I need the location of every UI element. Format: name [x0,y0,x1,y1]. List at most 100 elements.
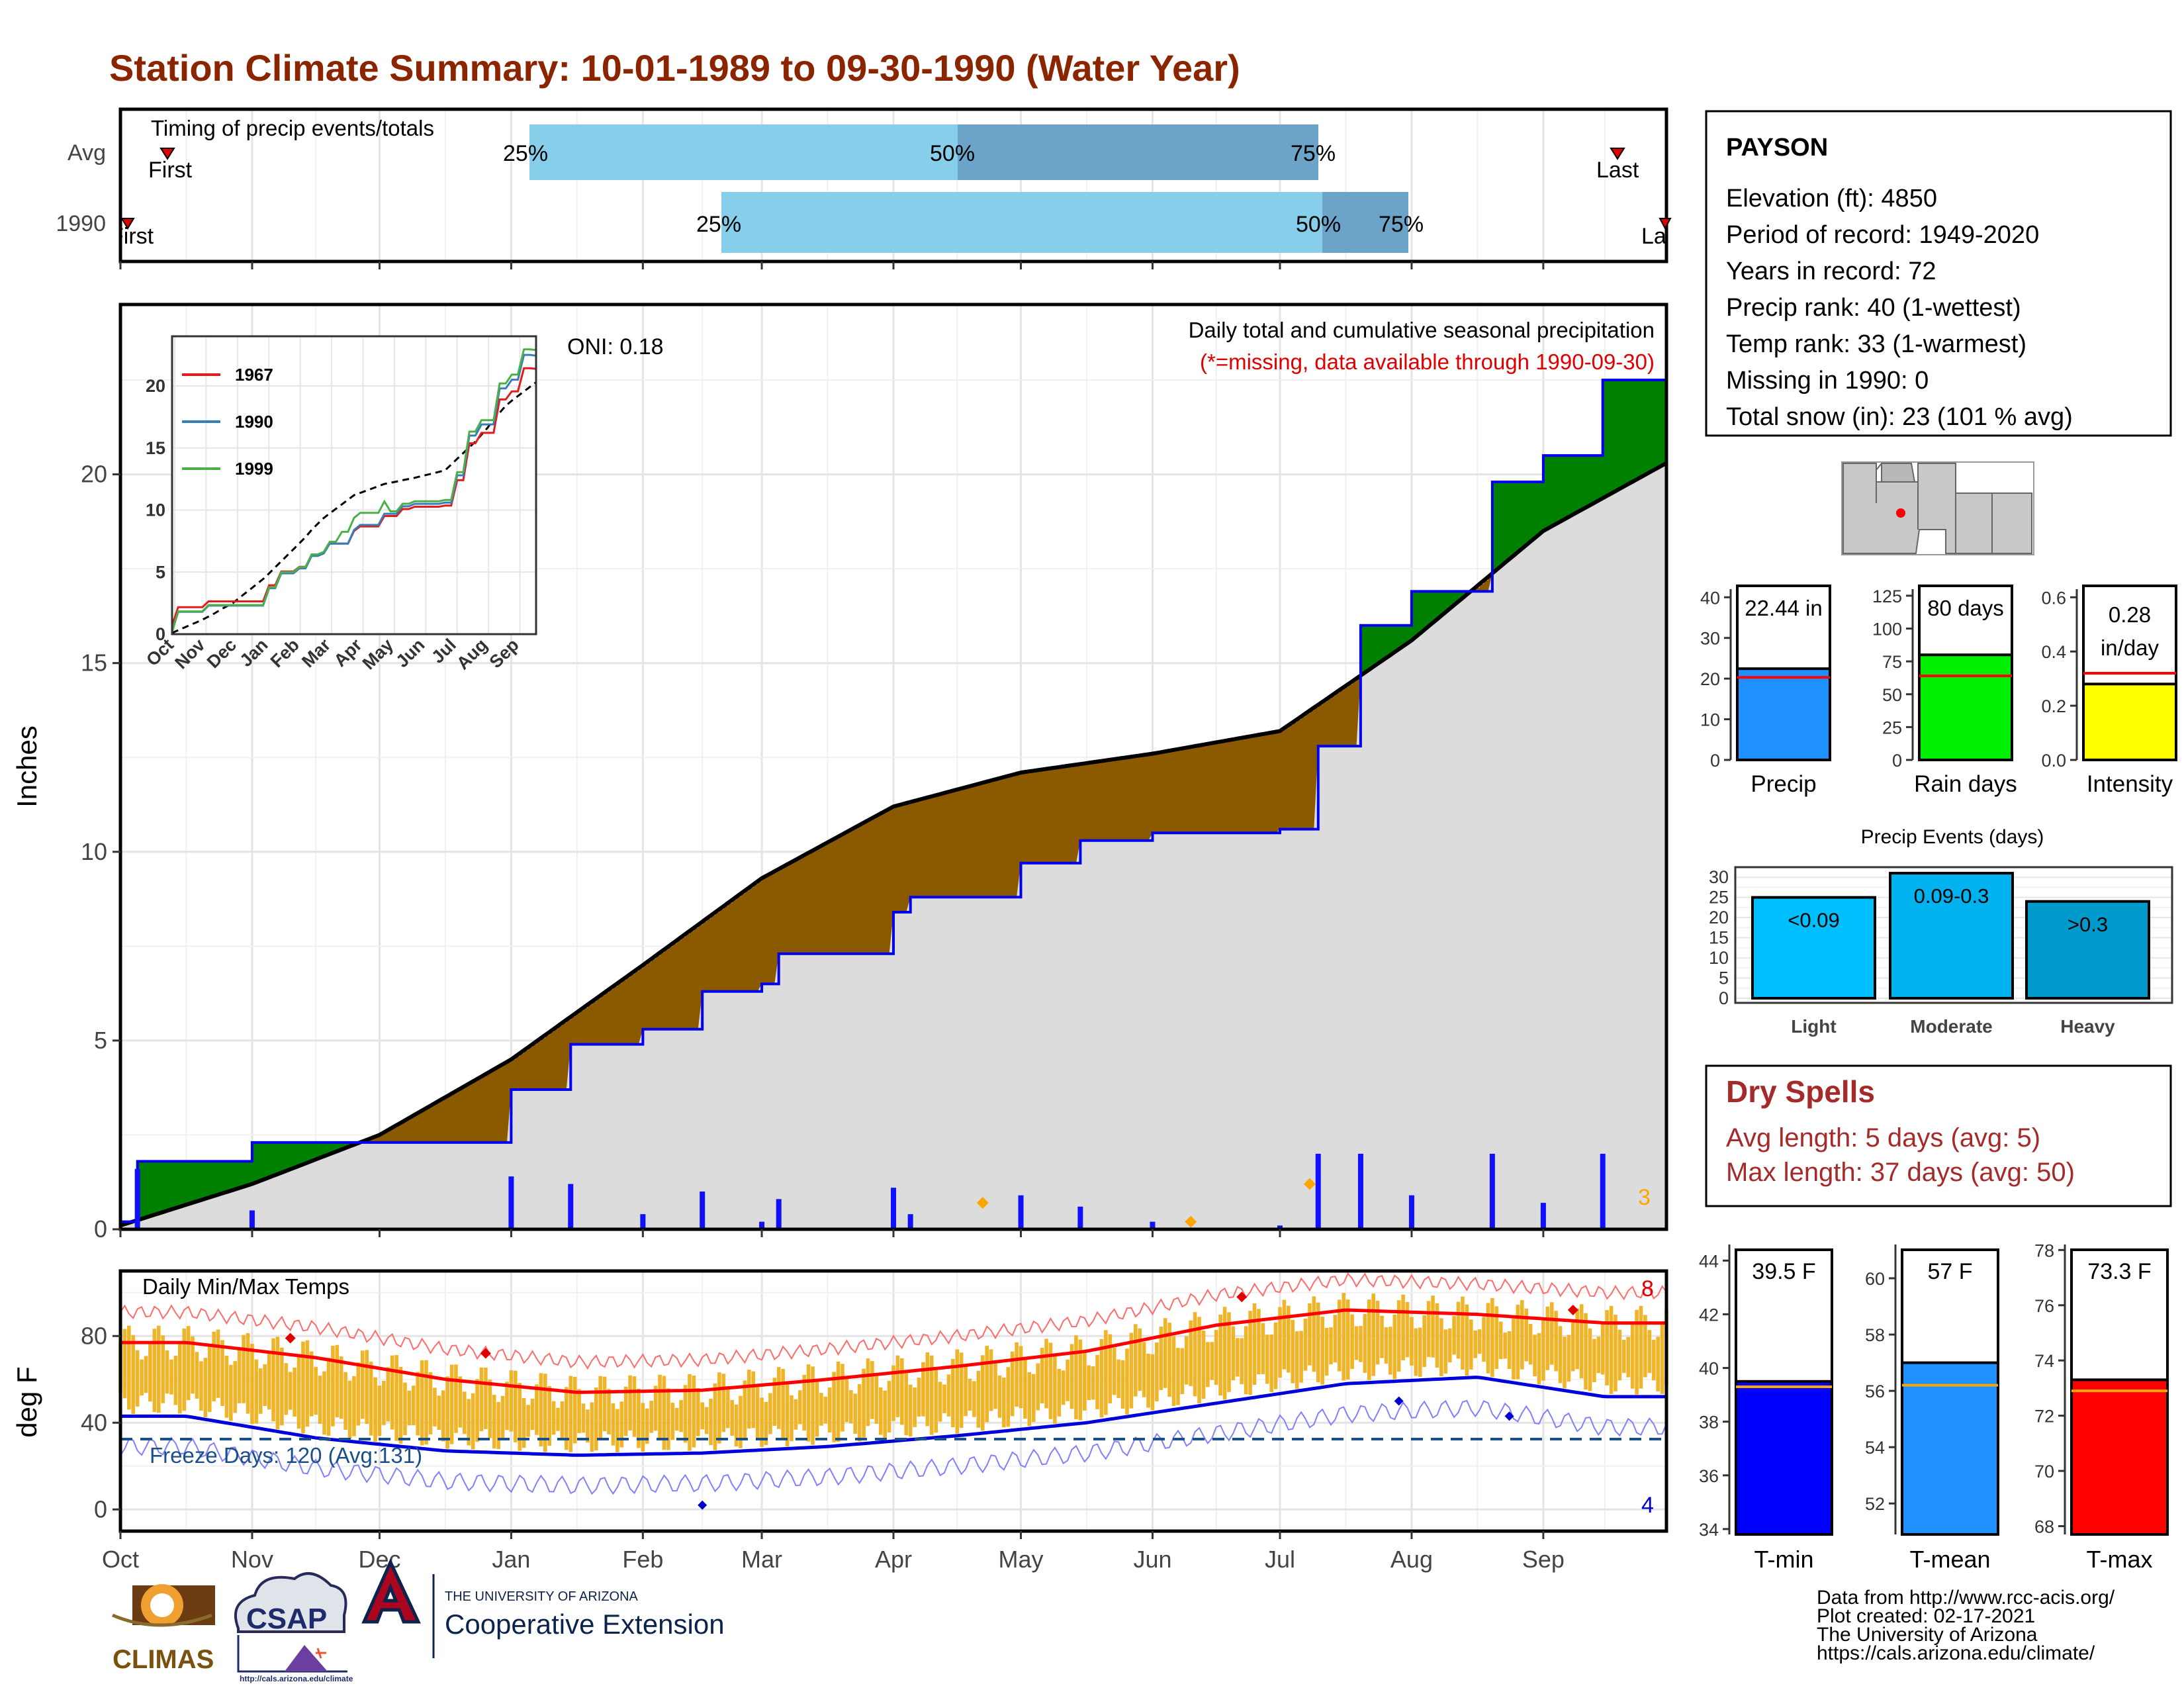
daily-temp-bar [1431,1295,1435,1358]
temp-summary-tick-label: 74 [2034,1351,2054,1371]
daily-temp-bar [412,1385,416,1425]
daily-temp-bar [1222,1307,1227,1400]
daily-temp-bar [883,1390,887,1440]
summary-bar-value [1918,653,2013,761]
daily-temp-bar [581,1403,586,1433]
avg-q50-q75-bar [958,124,1318,180]
year-last-label: Last [1641,224,1684,249]
daily-precip-bar [1277,1225,1283,1229]
daily-precip-bar [1357,1153,1363,1229]
daily-temp-bar [369,1362,373,1436]
daily-temp-bar [496,1401,500,1450]
temp-summary-label: T-mean [1909,1546,1990,1573]
daily-temp-bar [1533,1335,1537,1376]
daily-temp-bar [1078,1339,1083,1421]
record-low-marker [1394,1396,1404,1406]
daily-temp-bar [463,1391,467,1434]
daily-temp-bar [1494,1306,1499,1370]
month-label: Sep [1522,1546,1565,1573]
daily-temp-bar [161,1335,165,1403]
daily-temp-bar [267,1350,271,1410]
daily-temp-bar [1516,1305,1520,1380]
daily-temp-bar [1443,1329,1448,1374]
temp-summary-tick-label: 72 [2034,1407,2054,1427]
daily-temp-bar [518,1383,522,1451]
daily-temp-bar [565,1387,569,1450]
daily-temp-bar [904,1371,909,1436]
daily-temp-bar [1630,1323,1635,1389]
timing-row-avg-label: Avg [68,140,106,165]
daily-temp-bar [220,1340,224,1407]
summary-tick-label: 0.0 [2041,751,2066,771]
daily-precip-bar [249,1210,255,1229]
avg-min-line [120,1376,1666,1457]
month-label: Apr [875,1546,912,1573]
daily-temp-bar [1120,1360,1125,1409]
daily-temp-bar [1643,1315,1647,1378]
year-first-marker [120,218,135,230]
oni-label: ONI: 0.18 [567,334,664,359]
daily-temp-bar [755,1383,760,1438]
daily-temp-bar [798,1390,802,1425]
daily-temp-bar [479,1367,484,1431]
daily-temp-bar [878,1387,883,1435]
daily-temp-bar [195,1352,199,1399]
summary-tick-label: 0.4 [2041,642,2066,662]
missing-note: (*=missing, data available through 1990-… [1200,350,1655,374]
daily-temp-bar [1214,1330,1218,1385]
year-first-label: First [110,224,154,249]
daily-temp-bar [1507,1331,1512,1369]
temp-summary-bar [2070,1378,2169,1536]
daily-temp-bar [1617,1329,1622,1381]
inset-y-tick-label: 5 [156,562,165,582]
daily-temp-bar [637,1388,641,1448]
daily-temp-bar [688,1374,692,1451]
precip-y-tick-label: 10 [81,838,107,865]
climas-logo: CLIMAS [112,1584,215,1674]
events-tick-label: 20 [1709,908,1729,927]
daily-temp-bar [653,1385,658,1431]
legend-label-1990: 1990 [235,412,273,432]
daily-temp-bar [551,1401,556,1435]
daily-temp-bar [790,1395,794,1442]
footer-line-4: https://cals.arizona.edu/climate/ [1817,1642,2095,1664]
precip-y-axis-label: Inches [11,726,42,808]
daily-temp-bar [1554,1311,1558,1372]
summary-value-label: 80 days [1927,596,2004,620]
daily-temp-bar [1015,1342,1019,1407]
summary-tick-label: 40 [1700,588,1720,608]
daily-temp-bar [441,1390,445,1442]
temp-summary-value-label: 73.3 F [2087,1259,2151,1284]
daily-temp-bar [296,1354,301,1429]
daily-temp-bar [1138,1328,1142,1391]
daily-temp-bar [968,1378,972,1411]
daily-temp-bar [1316,1302,1320,1383]
daily-temp-bar [1116,1359,1120,1399]
daily-temp-bar [530,1398,535,1430]
daily-temp-bar [169,1359,173,1395]
daily-temp-bar [1418,1327,1422,1377]
daily-temp-bar [1549,1302,1554,1365]
temp-summary-tick-label: 44 [1699,1251,1719,1271]
daily-temp-bar [1273,1322,1278,1389]
daily-temp-bar [1163,1318,1167,1388]
daily-temp-bar [696,1388,700,1436]
daily-temp-bar [1206,1342,1210,1387]
daily-temp-bar [658,1374,662,1440]
daily-temp-bar [1261,1323,1265,1374]
daily-temp-bar [1469,1319,1473,1370]
daily-temp-bar [224,1355,229,1418]
daily-temp-bar [1048,1342,1053,1419]
temp-y-tick-label: 40 [81,1409,107,1436]
daily-temp-bar [1010,1351,1015,1417]
daily-temp-bar [1180,1348,1185,1395]
events-tick-label: 10 [1709,948,1729,968]
temp-summary-bars: 34 36 38 40 42 44 39.5 F T-min 52 54 56 58 60 57 F T-m… [1699,1241,2169,1573]
daily-temp-bar [976,1370,981,1428]
daily-temp-bar [1614,1315,1617,1391]
daily-temp-bar [263,1364,267,1406]
record-max-line [120,1272,1667,1370]
daily-temp-bar [309,1351,314,1417]
temp-summary-tick-label: 78 [2034,1241,2054,1260]
daily-temp-bar [764,1401,768,1446]
